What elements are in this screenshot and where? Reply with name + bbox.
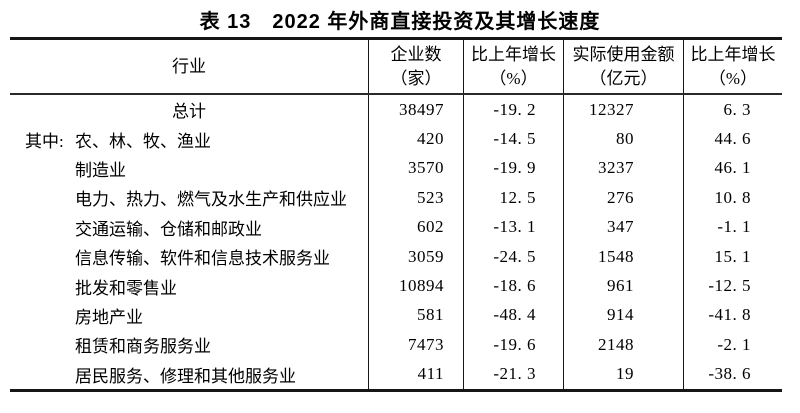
enterprises-cell: 523	[368, 183, 463, 213]
table-row: 交通运输、仓储和邮政业 602 -13. 1 347 -1. 1	[10, 212, 782, 242]
table-row: 信息传输、软件和信息技术服务业 3059 -24. 5 1548 15. 1	[10, 241, 782, 272]
industry-cell: 交通运输、仓储和邮政业	[75, 219, 262, 239]
row-prefix: 其中:	[25, 131, 64, 151]
amount-growth-cell: 46. 1	[683, 153, 782, 184]
table-row: 制造业 3570 -19. 9 3237 46. 1	[10, 153, 782, 184]
amount-growth-cell: -2. 1	[683, 330, 782, 360]
amount-growth-cell: 15. 1	[683, 241, 782, 272]
header-row: 行业 企业数 （家） 比上年增长 （%） 实际使用金额 （亿元） 比上年增长 （…	[10, 40, 782, 95]
amount-growth-cell: -38. 6	[683, 359, 782, 389]
enterprises-cell: 38497	[368, 95, 463, 125]
amount-used-cell: 19	[563, 359, 683, 389]
industry-cell: 居民服务、修理和其他服务业	[75, 366, 296, 386]
amount-used-cell: 961	[563, 271, 683, 301]
amount-growth-cell: 44. 6	[683, 124, 782, 154]
amount-used-cell: 80	[563, 124, 683, 154]
enterprises-cell: 10894	[368, 271, 463, 301]
amount-growth-cell: -12. 5	[683, 271, 782, 301]
amount-used-cell: 2148	[563, 330, 683, 360]
col-header-industry-label: 行业	[172, 56, 206, 76]
enterprise-growth-cell: 12. 5	[463, 183, 563, 213]
industry-cell: 电力、热力、燃气及水生产和供应业	[75, 190, 347, 210]
table-body: 总计 38497 -19. 2 12327 6. 3 其中: 农、林、牧、渔业 4…	[10, 95, 782, 389]
enterprise-growth-cell: -19. 2	[463, 95, 563, 125]
enterprise-growth-cell: -14. 5	[463, 124, 563, 154]
table-title: 表 13 2022 年外商直接投资及其增长速度	[199, 11, 601, 33]
col-header-enterprise-growth: 比上年增长 （%）	[463, 40, 563, 93]
enterprises-cell: 581	[368, 300, 463, 331]
enterprise-growth-cell: -21. 3	[463, 359, 563, 389]
col-header-amount-growth: 比上年增长 （%）	[683, 40, 782, 93]
table-row: 房地产业 581 -48. 4 914 -41. 8	[10, 300, 782, 331]
industry-cell: 租赁和商务服务业	[75, 337, 211, 357]
table-row: 其中: 农、林、牧、渔业 420 -14. 5 80 44. 6	[10, 124, 782, 154]
amount-growth-cell: -41. 8	[683, 300, 782, 331]
enterprise-growth-cell: -13. 1	[463, 212, 563, 242]
enterprises-cell: 411	[368, 359, 463, 389]
table-row: 居民服务、修理和其他服务业 411 -21. 3 19 -38. 6	[10, 359, 782, 389]
table-row: 批发和零售业 10894 -18. 6 961 -12. 5	[10, 271, 782, 301]
enterprise-growth-cell: -19. 9	[463, 153, 563, 184]
amount-used-cell: 3237	[563, 153, 683, 184]
table-row-total: 总计 38497 -19. 2 12327 6. 3	[10, 95, 782, 125]
enterprises-cell: 7473	[368, 330, 463, 360]
industry-cell: 信息传输、软件和信息技术服务业	[75, 249, 330, 269]
amount-used-cell: 914	[563, 300, 683, 331]
industry-cell: 其中: 农、林、牧、渔业	[10, 124, 368, 153]
enterprises-cell: 3059	[368, 241, 463, 272]
amount-used-cell: 1548	[563, 241, 683, 272]
industry-cell: 房地产业	[75, 307, 143, 327]
enterprise-growth-cell: -18. 6	[463, 271, 563, 301]
industry-cell: 总计	[172, 102, 206, 122]
amount-used-cell: 276	[563, 183, 683, 213]
enterprise-growth-cell: -48. 4	[463, 300, 563, 331]
industry-cell: 批发和零售业	[75, 278, 177, 298]
enterprises-cell: 602	[368, 212, 463, 242]
amount-growth-cell: -1. 1	[683, 212, 782, 242]
enterprises-cell: 420	[368, 124, 463, 154]
amount-growth-cell: 6. 3	[683, 95, 782, 125]
amount-used-cell: 347	[563, 212, 683, 242]
enterprise-growth-cell: -24. 5	[463, 241, 563, 272]
col-header-enterprises: 企业数 （家）	[368, 40, 463, 93]
enterprises-cell: 3570	[368, 153, 463, 184]
table-row: 租赁和商务服务业 7473 -19. 6 2148 -2. 1	[10, 330, 782, 360]
enterprise-growth-cell: -19. 6	[463, 330, 563, 360]
table-row: 电力、热力、燃气及水生产和供应业 523 12. 5 276 10. 8	[10, 183, 782, 213]
industry-cell: 制造业	[75, 160, 126, 180]
col-header-amount-used: 实际使用金额 （亿元）	[563, 40, 683, 93]
amount-growth-cell: 10. 8	[683, 183, 782, 213]
fdi-data-table: 行业 企业数 （家） 比上年增长 （%） 实际使用金额 （亿元） 比上年增长 （…	[10, 37, 782, 392]
col-header-industry: 行业	[10, 40, 368, 93]
amount-used-cell: 12327	[563, 95, 683, 125]
